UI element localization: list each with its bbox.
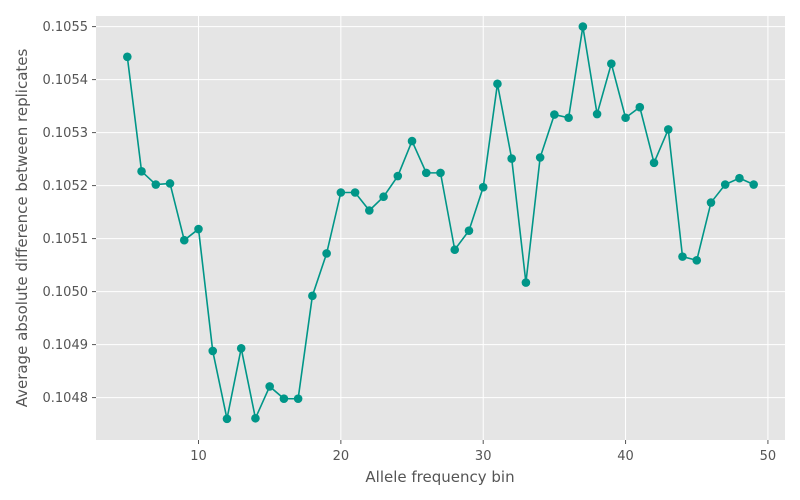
data-point xyxy=(279,394,289,403)
data-point xyxy=(607,59,616,68)
data-series xyxy=(123,22,758,424)
data-point xyxy=(478,182,488,192)
data-point xyxy=(692,256,702,265)
data-point xyxy=(379,192,388,202)
x-axis-ticks: 10 20 30 40 50 xyxy=(190,440,776,464)
data-point xyxy=(464,226,474,235)
data-point xyxy=(137,166,146,176)
y-tick-label: 0.1052 xyxy=(43,179,89,194)
data-point xyxy=(578,22,588,31)
data-point xyxy=(179,235,189,245)
data-point xyxy=(123,52,132,62)
data-point xyxy=(450,245,460,255)
data-point xyxy=(151,180,161,189)
data-point xyxy=(735,173,744,183)
data-point xyxy=(393,171,403,181)
data-point xyxy=(720,180,730,189)
data-point xyxy=(421,168,431,178)
data-point xyxy=(350,188,360,197)
y-tick-label: 0.1054 xyxy=(43,73,89,88)
data-point xyxy=(208,346,218,356)
plot-background xyxy=(96,16,785,440)
y-tick-label: 0.1055 xyxy=(43,20,89,35)
data-point xyxy=(251,413,260,423)
y-axis-ticks: 0.1048 0.1049 0.1050 0.1051 0.1052 0.1053 0.10… xyxy=(43,20,96,406)
data-point xyxy=(564,113,573,123)
x-tick-label: 10 xyxy=(190,449,207,464)
x-tick-label: 30 xyxy=(475,449,492,464)
data-point xyxy=(165,179,175,188)
data-point xyxy=(407,136,417,146)
data-point xyxy=(678,252,687,261)
data-point xyxy=(322,249,331,258)
data-point xyxy=(663,125,673,134)
data-point xyxy=(507,154,516,163)
data-point xyxy=(621,113,630,123)
data-point xyxy=(535,153,545,162)
data-point xyxy=(194,224,203,234)
x-axis-label: Allele frequency bin xyxy=(365,468,514,486)
data-point xyxy=(436,168,445,178)
y-tick-label: 0.1051 xyxy=(43,232,89,247)
data-point xyxy=(493,79,502,89)
x-tick-label: 20 xyxy=(333,449,350,464)
x-tick-label: 40 xyxy=(617,449,634,464)
y-axis-label: Average absolute difference between repl… xyxy=(13,49,31,408)
data-point xyxy=(635,102,645,112)
y-tick-label: 0.1048 xyxy=(43,391,89,406)
data-point xyxy=(236,344,246,353)
data-point xyxy=(749,180,758,189)
y-tick-label: 0.1050 xyxy=(43,285,89,300)
y-tick-label: 0.1053 xyxy=(43,126,89,141)
data-point xyxy=(308,291,317,301)
data-point xyxy=(222,414,232,424)
data-point xyxy=(293,394,303,403)
x-tick-label: 50 xyxy=(760,449,777,464)
data-point xyxy=(649,158,659,168)
data-point xyxy=(521,278,531,287)
data-point xyxy=(365,206,374,215)
data-point xyxy=(706,198,716,207)
y-tick-label: 0.1049 xyxy=(43,338,89,353)
data-point xyxy=(336,188,346,197)
data-point xyxy=(550,110,559,119)
data-point xyxy=(265,382,274,391)
data-point xyxy=(592,109,602,119)
